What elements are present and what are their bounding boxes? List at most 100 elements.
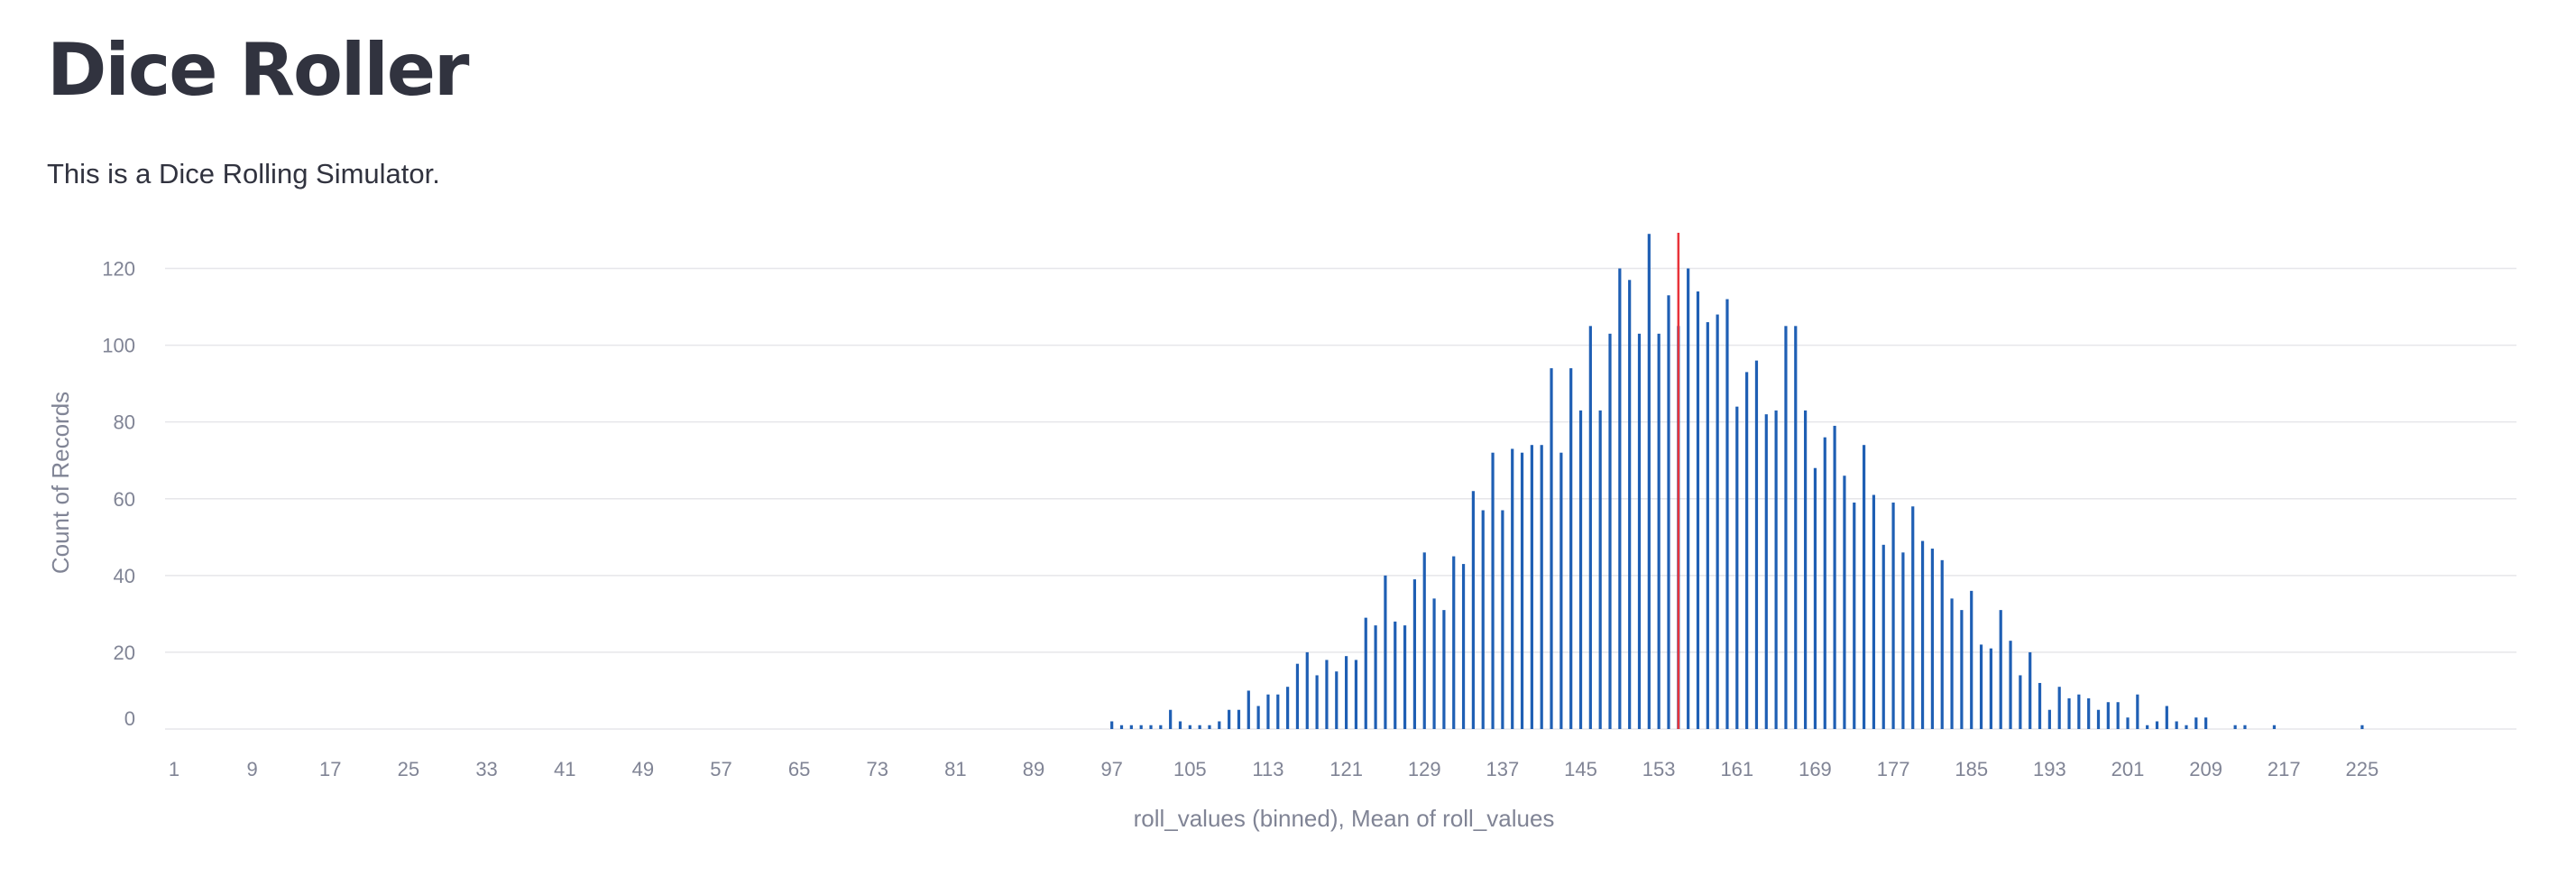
x-tick-label: 177: [1877, 758, 1910, 780]
bar-149: [1618, 268, 1622, 729]
x-tick-label: 17: [319, 758, 341, 780]
bar-173: [1853, 503, 1856, 729]
bar-132: [1452, 556, 1456, 729]
bar-176: [1881, 544, 1885, 729]
y-tick-label: 40: [114, 565, 135, 587]
bar-194: [2057, 687, 2061, 729]
bar-162: [1745, 372, 1749, 729]
bar-109: [1228, 709, 1231, 729]
page-title: Dice Roller: [47, 28, 469, 112]
x-tick-label: 217: [2268, 758, 2301, 780]
x-tick-label: 201: [2111, 758, 2145, 780]
bar-169: [1813, 467, 1817, 729]
y-tick-label: 100: [102, 335, 135, 357]
x-tick-label: 65: [788, 758, 810, 780]
bar-204: [2155, 721, 2159, 729]
bar-203: [2146, 725, 2149, 729]
x-tick-label: 121: [1329, 758, 1363, 780]
bar-193: [2047, 709, 2051, 729]
grid-lines: [165, 267, 2516, 730]
x-axis-ticks: 1 9 17 25 33 41 49 57 65 73 81 89 97 105 113 121 129 137 1…: [169, 758, 2378, 780]
bar-174: [1862, 445, 1866, 729]
x-tick-label: 73: [867, 758, 888, 780]
bar-140: [1530, 445, 1533, 729]
y-axis-ticks: 0 20 40 60 80 100 120: [102, 258, 135, 730]
x-tick-label: 185: [1955, 758, 1988, 780]
x-tick-label: 89: [1023, 758, 1044, 780]
bar-122: [1354, 660, 1358, 729]
x-axis-title: roll_values (binned), Mean of roll_value…: [1134, 805, 1555, 832]
bar-180: [1920, 540, 1925, 729]
bar-111: [1247, 690, 1250, 729]
y-tick-label: 0: [124, 707, 135, 730]
bar-118: [1315, 675, 1319, 729]
bar-131: [1442, 610, 1446, 729]
bar-127: [1403, 625, 1407, 729]
bar-172: [1843, 475, 1846, 729]
bar-208: [2194, 717, 2198, 729]
bar-183: [1950, 598, 1954, 729]
x-tick-label: 161: [1720, 758, 1753, 780]
bar-103: [1169, 709, 1173, 729]
bar-119: [1325, 660, 1329, 729]
bar-178: [1901, 552, 1905, 729]
x-tick-label: 25: [398, 758, 419, 780]
bar-196: [2077, 694, 2081, 729]
bar-129: [1422, 552, 1426, 729]
bar-117: [1305, 651, 1309, 729]
x-tick-label: 33: [475, 758, 497, 780]
bar-160: [1725, 299, 1729, 729]
bar-100: [1139, 725, 1143, 729]
bar-163: [1754, 360, 1759, 729]
bar-205: [2165, 706, 2168, 729]
y-axis-title: Count of Records: [47, 392, 74, 574]
bar-134: [1471, 491, 1475, 729]
bar-179: [1911, 506, 1915, 729]
bar-192: [2038, 682, 2042, 729]
bar-107: [1208, 725, 1211, 729]
bar-189: [2009, 641, 2012, 729]
bar-154: [1667, 295, 1670, 729]
bar-126: [1394, 621, 1397, 729]
bar-198: [2096, 709, 2101, 729]
bar-142: [1550, 368, 1553, 729]
bar-156: [1687, 268, 1690, 729]
x-tick-label: 129: [1408, 758, 1441, 780]
bar-146: [1588, 326, 1592, 729]
bar-151: [1637, 333, 1642, 729]
y-tick-label: 60: [114, 488, 135, 511]
bar-147: [1598, 410, 1602, 729]
bar-207: [2185, 725, 2188, 729]
bar-150: [1628, 280, 1632, 729]
bar-186: [1979, 644, 1983, 729]
x-tick-label: 193: [2033, 758, 2066, 780]
bars: [1110, 234, 2364, 729]
bar-144: [1569, 368, 1573, 729]
bar-133: [1461, 564, 1466, 729]
bar-136: [1491, 452, 1495, 729]
bar-213: [2243, 725, 2247, 729]
bar-108: [1218, 721, 1221, 729]
x-tick-label: 137: [1486, 758, 1520, 780]
bar-137: [1501, 510, 1504, 729]
bar-175: [1872, 494, 1876, 729]
bar-195: [2067, 697, 2071, 729]
bar-123: [1364, 617, 1367, 729]
bar-114: [1276, 694, 1280, 729]
bar-128: [1412, 579, 1417, 729]
x-tick-label: 49: [632, 758, 654, 780]
bar-99: [1129, 725, 1133, 729]
bar-158: [1706, 322, 1709, 729]
bar-124: [1374, 625, 1377, 729]
bar-102: [1159, 725, 1163, 729]
bar-121: [1345, 656, 1348, 729]
bar-135: [1481, 510, 1485, 729]
bar-139: [1520, 452, 1524, 729]
bar-216: [2272, 725, 2277, 729]
x-tick-label: 145: [1564, 758, 1597, 780]
page-description: This is a Dice Rolling Simulator.: [47, 158, 440, 189]
bar-201: [2126, 717, 2130, 729]
bar-190: [2019, 675, 2022, 729]
bar-170: [1823, 437, 1826, 729]
bar-157: [1696, 291, 1700, 729]
